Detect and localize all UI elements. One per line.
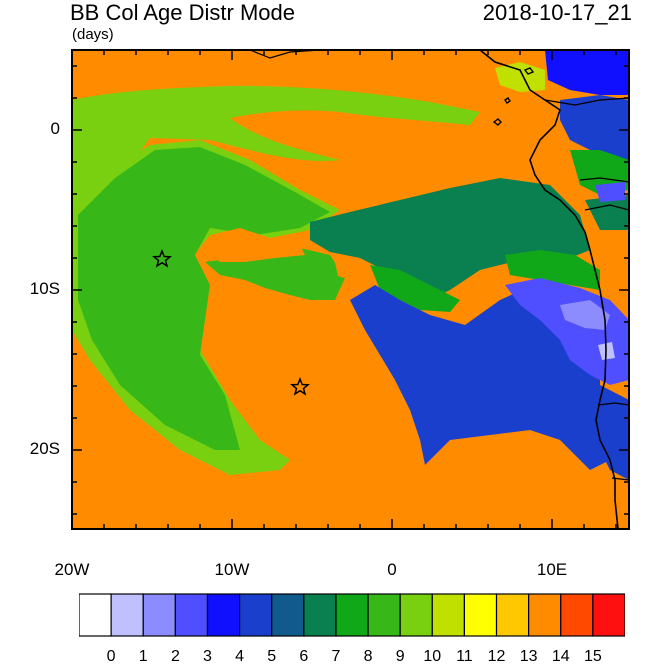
colorbar-label-15: 15 (583, 648, 602, 665)
colorbar-label-14: 14 (551, 648, 570, 665)
x-ticks (71, 50, 617, 529)
y-label-10s: 10S (29, 279, 60, 298)
colorbar-box-12 (463, 593, 498, 637)
y-label-0: 0 (50, 119, 60, 138)
field-ne-blue (560, 95, 629, 160)
border-3 (584, 204, 630, 211)
field-ne-teal (585, 195, 629, 230)
border-1 (544, 97, 630, 106)
colorbar-box-3 (174, 593, 209, 637)
colorbar-label-0: 0 (106, 648, 116, 665)
map-date: 2018-10-17_21 (482, 0, 632, 25)
colorbar-label-8: 8 (363, 648, 373, 665)
colorbar-box-0 (79, 593, 112, 637)
colorbar-box-4 (206, 593, 241, 637)
colorbar-label-3: 3 (203, 648, 212, 665)
colorbar-label-6: 6 (299, 648, 309, 665)
x-label-0: 0 (387, 560, 397, 579)
colorbar-box-13 (495, 593, 530, 637)
border-2 (579, 177, 630, 183)
field-blue (350, 282, 610, 470)
colorbar-box-11 (431, 593, 466, 637)
colorbar-box-5 (238, 593, 273, 637)
field-ne-bright-blue (545, 50, 629, 95)
y-label-20s: 20S (29, 439, 60, 458)
colorbar-box-2 (142, 593, 176, 637)
coastline (479, 49, 619, 530)
field-light-blue (560, 300, 610, 330)
colorbar-label-12: 12 (487, 648, 506, 665)
colorbar-label-9: 9 (395, 648, 405, 665)
island-1 (492, 118, 502, 126)
marker-star-2 (290, 376, 310, 396)
colorbar-box-14 (528, 593, 562, 637)
colorbar-label-10: 10 (423, 648, 442, 665)
field-teal (310, 178, 590, 305)
x-label-10w: 10W (214, 560, 250, 579)
border-4 (597, 402, 630, 406)
field-blue-coast (580, 385, 629, 480)
field-orange-island (208, 228, 305, 262)
field-orange-island-2 (335, 258, 362, 280)
colorbar-label-5: 5 (267, 648, 277, 665)
border-5 (611, 477, 630, 481)
y-ticks (72, 65, 629, 515)
colorbar-box-16 (592, 593, 625, 637)
field-green-east (505, 250, 600, 290)
field-green-west (78, 147, 330, 450)
colorbar-label-4: 4 (235, 648, 245, 665)
field-mid-blue (505, 278, 629, 385)
colorbar-box-15 (560, 593, 594, 637)
colorbar-box-6 (271, 593, 305, 637)
marker-star-1 (152, 248, 172, 268)
colorbar-label-1: 1 (138, 648, 148, 665)
x-label-20w: 20W (54, 560, 90, 579)
island-2 (504, 97, 511, 104)
field-light-green-north (72, 85, 480, 210)
x-label-10e: 10E (536, 560, 568, 579)
field-ne-yellow-green (495, 62, 545, 92)
field-green-strip (370, 265, 460, 312)
colorbar-label-13: 13 (519, 648, 538, 665)
field-ne-blue-2 (595, 182, 625, 202)
island-3 (523, 67, 535, 75)
colorbar-label-2: 2 (170, 648, 180, 665)
colorbar (79, 593, 625, 637)
map-field (72, 50, 629, 529)
colorbar-label-11: 11 (456, 648, 473, 665)
colorbar-label-7: 7 (331, 648, 341, 665)
colorbar-box-10 (399, 593, 433, 637)
colorbar-box-9 (367, 593, 401, 637)
colorbar-box-7 (303, 593, 337, 637)
map-units: (days) (72, 26, 114, 43)
map-title: BB Col Age Distr Mode (70, 0, 295, 25)
colorbar-box-8 (335, 593, 369, 637)
colorbar-box-1 (110, 593, 144, 637)
colorbar-labels: 0 1 2 3 4 5 6 7 8 9 10 11 12 13 14 15 (79, 648, 625, 668)
